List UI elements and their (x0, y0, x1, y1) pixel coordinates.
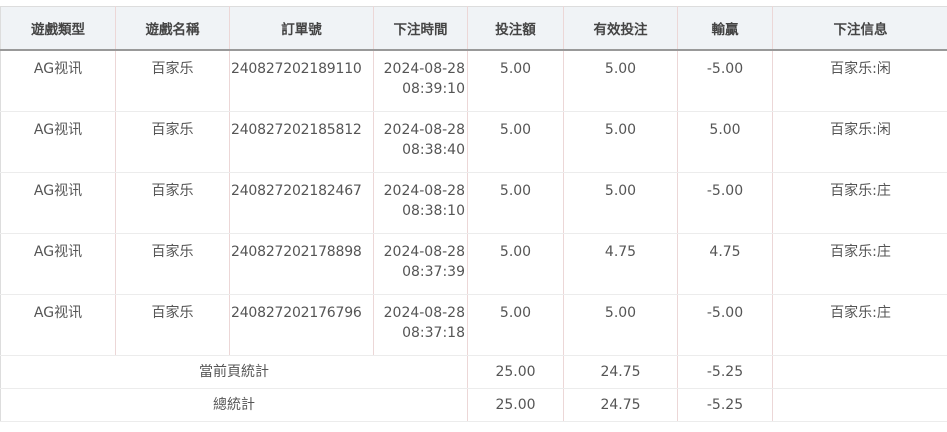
table-row: AG视讯 百家乐 240827202185812 2024-08-28 08:38… (0, 111, 947, 173)
win-loss: -5.00 (677, 294, 773, 356)
summary-bet: 25.00 (467, 388, 564, 422)
header-valid-bet: 有效投注 (563, 6, 678, 51)
header-bet-amount: 投注額 (467, 6, 564, 51)
summary-row: 總統計 25.00 24.75 -5.25 (0, 388, 947, 422)
valid-bet: 5.00 (563, 172, 678, 234)
bet-time: 2024-08-28 08:39:10 (373, 50, 468, 112)
bet-clock: 08:38:10 (402, 203, 465, 219)
bet-amount: 5.00 (467, 111, 564, 173)
bet-time: 2024-08-28 08:38:10 (373, 172, 468, 234)
summary-win: -5.25 (677, 355, 773, 389)
game-type: AG视讯 (0, 233, 116, 295)
summary-valid: 24.75 (563, 355, 678, 389)
order-number: 240827202176796 (229, 294, 374, 356)
game-name: 百家乐 (115, 172, 230, 234)
bet-date: 2024-08-28 (383, 122, 465, 138)
bet-clock: 08:37:18 (402, 325, 465, 341)
bet-clock: 08:37:39 (402, 264, 465, 280)
order-number: 240827202178898 (229, 233, 374, 295)
bet-amount: 5.00 (467, 172, 564, 234)
bet-clock: 08:38:40 (402, 142, 465, 158)
order-number: 240827202185812 (229, 111, 374, 173)
header-bet-info: 下注信息 (772, 6, 947, 51)
table-row: AG视讯 百家乐 240827202182467 2024-08-28 08:38… (0, 172, 947, 234)
header-game-type: 遊戲類型 (0, 6, 116, 51)
bet-amount: 5.00 (467, 233, 564, 295)
game-type: AG视讯 (0, 294, 116, 356)
valid-bet: 5.00 (563, 111, 678, 173)
bet-records-table: 遊戲類型 遊戲名稱 訂單號 下注時間 投注額 有效投注 輸贏 下注信息 AG视讯… (0, 6, 947, 422)
win-loss: 4.75 (677, 233, 773, 295)
bet-date: 2024-08-28 (383, 183, 465, 199)
summary-label: 總統計 (0, 388, 468, 422)
bet-time: 2024-08-28 08:37:39 (373, 233, 468, 295)
bet-date: 2024-08-28 (383, 244, 465, 260)
bet-info: 百家乐:庄 (772, 233, 947, 295)
game-type: AG视讯 (0, 111, 116, 173)
bet-info: 百家乐:庄 (772, 294, 947, 356)
summary-win: -5.25 (677, 388, 773, 422)
summary-bet: 25.00 (467, 355, 564, 389)
bet-amount: 5.00 (467, 294, 564, 356)
game-name: 百家乐 (115, 50, 230, 112)
order-number: 240827202189110 (229, 50, 374, 112)
bet-time: 2024-08-28 08:37:18 (373, 294, 468, 356)
table-row: AG视讯 百家乐 240827202189110 2024-08-28 08:39… (0, 50, 947, 112)
bet-info: 百家乐:闲 (772, 50, 947, 112)
header-bet-time: 下注時間 (373, 6, 468, 51)
bet-clock: 08:39:10 (402, 81, 465, 97)
bet-date: 2024-08-28 (383, 305, 465, 321)
bet-time: 2024-08-28 08:38:40 (373, 111, 468, 173)
table-row: AG视讯 百家乐 240827202178898 2024-08-28 08:37… (0, 233, 947, 295)
order-number: 240827202182467 (229, 172, 374, 234)
valid-bet: 5.00 (563, 50, 678, 112)
valid-bet: 4.75 (563, 233, 678, 295)
header-game-name: 遊戲名稱 (115, 6, 230, 51)
valid-bet: 5.00 (563, 294, 678, 356)
summary-label: 當前頁統計 (0, 355, 468, 389)
win-loss: -5.00 (677, 50, 773, 112)
bet-amount: 5.00 (467, 50, 564, 112)
win-loss: 5.00 (677, 111, 773, 173)
game-type: AG视讯 (0, 172, 116, 234)
game-name: 百家乐 (115, 111, 230, 173)
summary-valid: 24.75 (563, 388, 678, 422)
table-row: AG视讯 百家乐 240827202176796 2024-08-28 08:37… (0, 294, 947, 356)
game-type: AG视讯 (0, 50, 116, 112)
bet-info: 百家乐:庄 (772, 172, 947, 234)
summary-empty (772, 388, 947, 422)
bet-date: 2024-08-28 (383, 61, 465, 77)
game-name: 百家乐 (115, 294, 230, 356)
game-name: 百家乐 (115, 233, 230, 295)
header-row: 遊戲類型 遊戲名稱 訂單號 下注時間 投注額 有效投注 輸贏 下注信息 (0, 6, 947, 51)
summary-row: 當前頁統計 25.00 24.75 -5.25 (0, 355, 947, 389)
header-win-loss: 輸贏 (677, 6, 773, 51)
win-loss: -5.00 (677, 172, 773, 234)
summary-empty (772, 355, 947, 389)
bet-info: 百家乐:闲 (772, 111, 947, 173)
header-order-no: 訂單號 (229, 6, 374, 51)
